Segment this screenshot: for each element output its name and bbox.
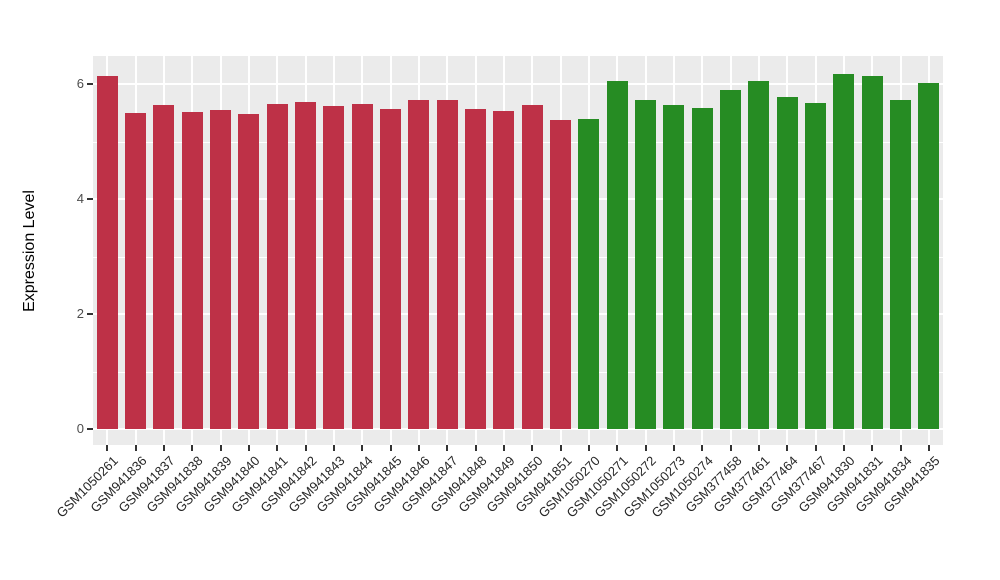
x-tick-mark-GSM377467 [814, 445, 817, 451]
y-tick-mark-6 [87, 83, 93, 85]
x-tick-mark-GSM1050271 [616, 445, 619, 451]
x-tick-mark-GSM941837 [162, 445, 165, 451]
x-tick-mark-GSM941840 [247, 445, 250, 451]
bar-GSM941837 [153, 104, 175, 429]
bar-GSM941845 [380, 108, 401, 429]
plot-panel [93, 56, 943, 445]
bar-GSM941840 [238, 113, 260, 429]
x-tick-mark-GSM941834 [899, 445, 902, 451]
bar-GSM941839 [210, 110, 231, 429]
x-tick-mark-GSM377458 [729, 445, 732, 451]
x-tick-mark-GSM941848 [474, 445, 477, 451]
bar-GSM941830 [833, 73, 855, 429]
x-tick-mark-GSM941847 [446, 445, 449, 451]
gridline-major-y-4 [93, 198, 943, 200]
bar-GSM1050270 [578, 119, 600, 429]
gridline-major-y-0 [93, 428, 943, 430]
bar-GSM377458 [720, 89, 741, 430]
bar-GSM941831 [861, 76, 883, 429]
x-tick-mark-GSM941845 [389, 445, 392, 451]
x-tick-mark-GSM941850 [531, 445, 534, 451]
x-tick-mark-GSM377464 [786, 445, 789, 451]
x-tick-mark-GSM1050274 [701, 445, 704, 451]
bar-GSM941842 [295, 102, 316, 429]
bar-GSM941848 [465, 108, 486, 429]
bar-GSM1050271 [606, 80, 628, 429]
x-tick-mark-GSM1050270 [587, 445, 590, 451]
bar-GSM941846 [408, 100, 430, 429]
x-tick-mark-GSM941846 [417, 445, 420, 451]
x-tick-mark-GSM941836 [134, 445, 137, 451]
y-tick-label-0: 0 [76, 421, 84, 436]
x-tick-mark-GSM941843 [332, 445, 335, 451]
x-tick-mark-GSM1050272 [644, 445, 647, 451]
bar-GSM941835 [918, 82, 940, 429]
x-tick-mark-GSM1050261 [106, 445, 109, 451]
y-tick-label-6: 6 [76, 76, 84, 91]
y-tick-label-4: 4 [76, 191, 84, 206]
bar-GSM377464 [776, 96, 798, 429]
y-axis-title: Expression Level [21, 189, 38, 312]
y-tick-mark-0 [87, 428, 93, 430]
bar-GSM941850 [521, 105, 543, 429]
bar-GSM941843 [323, 106, 345, 429]
x-tick-mark-GSM941835 [927, 445, 930, 451]
bar-GSM941844 [351, 103, 373, 429]
y-tick-label-2: 2 [76, 306, 84, 321]
bar-GSM941849 [493, 111, 515, 429]
x-tick-mark-GSM941842 [304, 445, 307, 451]
gridline-minor-y-1 [93, 371, 943, 373]
bar-GSM941838 [181, 111, 203, 429]
bar-GSM1050274 [691, 108, 713, 429]
bar-GSM941834 [890, 100, 911, 429]
bar-GSM1050261 [96, 76, 118, 429]
x-tick-mark-GSM377461 [757, 445, 760, 451]
bar-GSM941836 [125, 113, 146, 429]
bar-GSM377461 [748, 80, 770, 429]
x-tick-mark-GSM941839 [219, 445, 222, 451]
y-tick-mark-4 [87, 198, 93, 200]
bar-GSM377467 [805, 103, 826, 429]
x-tick-mark-GSM941831 [871, 445, 874, 451]
bar-GSM941841 [266, 103, 288, 429]
gridline-minor-y-5 [93, 141, 943, 143]
x-tick-mark-GSM941849 [502, 445, 505, 451]
gridline-major-y-2 [93, 313, 943, 315]
y-tick-mark-2 [87, 313, 93, 315]
bar-GSM941847 [436, 99, 458, 429]
gridline-minor-y-3 [93, 256, 943, 258]
x-tick-mark-GSM941830 [842, 445, 845, 451]
x-tick-mark-GSM941838 [191, 445, 194, 451]
x-tick-mark-GSM1050273 [672, 445, 675, 451]
x-tick-mark-GSM941851 [559, 445, 562, 451]
bar-GSM941851 [550, 119, 571, 429]
x-tick-mark-GSM941841 [276, 445, 279, 451]
bar-GSM1050273 [663, 105, 685, 429]
gridline-major-y-6 [93, 83, 943, 85]
bar-GSM1050272 [635, 100, 656, 429]
x-tick-mark-GSM941844 [361, 445, 364, 451]
